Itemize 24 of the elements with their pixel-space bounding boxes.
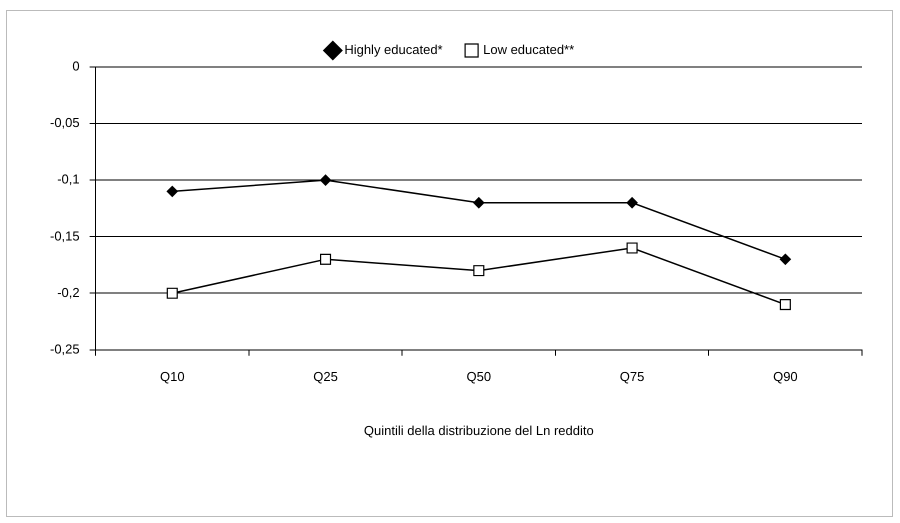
y-tick-label: -0,2 <box>57 284 80 300</box>
point <box>473 265 484 276</box>
point <box>780 299 791 310</box>
point <box>626 242 638 254</box>
point <box>473 197 484 208</box>
y-tick-label: -0,25 <box>50 341 80 356</box>
y-tick-label: -0,05 <box>50 115 80 130</box>
legend-label: Highly educated* <box>344 42 443 58</box>
x-tick-label: Q10 <box>160 369 185 384</box>
point <box>626 197 638 208</box>
x-tick-label: Q75 <box>620 369 644 384</box>
y-tick-label: -0,1 <box>57 172 80 187</box>
point <box>320 174 332 186</box>
x-tick-label: Q90 <box>773 369 798 384</box>
point <box>166 186 178 198</box>
x-axis-title: Quintili della distribuzione del Ln reddito <box>364 422 594 438</box>
legend-label: Low educated** <box>483 42 574 58</box>
x-tick-label: Q50 <box>466 369 492 384</box>
y-tick-label: -0,15 <box>50 228 80 244</box>
point <box>166 288 178 299</box>
x-tick-label: Q25 <box>313 369 338 384</box>
point <box>320 254 332 265</box>
point <box>780 254 791 265</box>
y-tick-label: 0 <box>72 58 80 74</box>
